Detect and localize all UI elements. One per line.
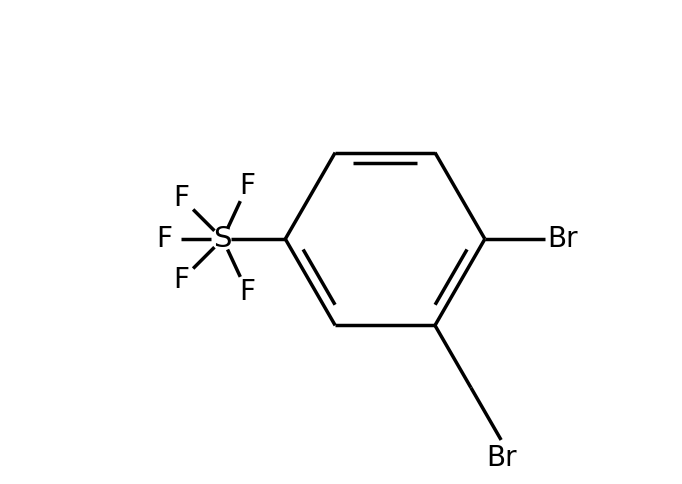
Text: F: F xyxy=(174,184,190,212)
Text: Br: Br xyxy=(486,444,516,472)
Text: F: F xyxy=(157,225,173,253)
Text: F: F xyxy=(239,277,255,305)
Text: S: S xyxy=(213,225,232,253)
Text: F: F xyxy=(239,172,255,200)
Text: Br: Br xyxy=(548,225,578,253)
Text: F: F xyxy=(174,266,190,294)
